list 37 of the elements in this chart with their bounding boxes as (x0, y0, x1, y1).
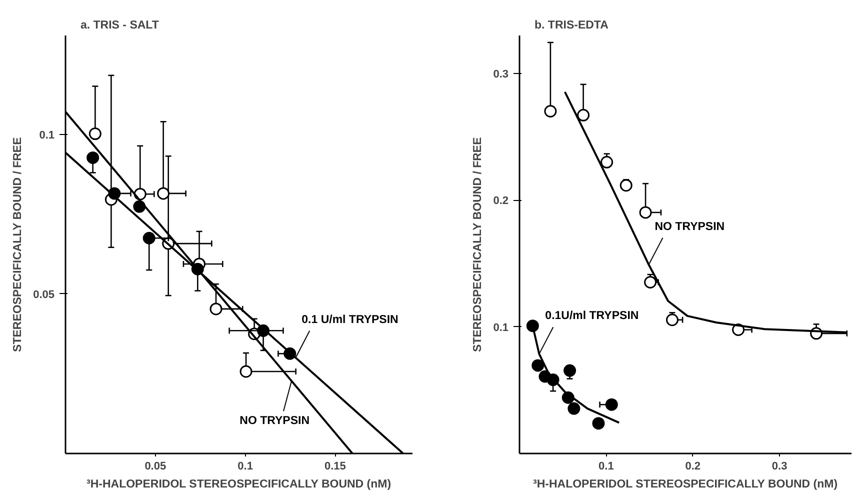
x-tick-label: 0.3 (772, 460, 788, 472)
point (210, 302, 222, 316)
point (532, 359, 544, 372)
annotation: 0.1 U/ml TRYPSIN (302, 314, 398, 326)
point (526, 320, 539, 332)
point (644, 276, 657, 288)
x-axis-title: ³H-HALOPERIDOL STEREOSPECIFICALLY BOUND (nM) (86, 478, 392, 490)
point (86, 151, 100, 164)
x-tick-label: 0.2 (685, 460, 701, 472)
point (605, 398, 618, 411)
x-tick-label: 0.05 (144, 460, 166, 472)
y-axis-title: STEREOSPECIFICALLY BOUND / FREE (12, 136, 24, 352)
annotation: NO TRYPSIN (654, 220, 725, 233)
point (88, 128, 102, 140)
point (620, 179, 632, 192)
point (157, 187, 170, 200)
annotation: 0.1U/ml TRYPSIN (545, 310, 639, 322)
point (568, 402, 580, 415)
point (544, 105, 557, 118)
chart-title: b. TRIS-EDTA (534, 20, 608, 32)
point (600, 156, 614, 168)
x-tick-label: 0.1 (238, 460, 253, 472)
point (577, 108, 590, 122)
x-axis-title: ³H-HALOPERIDOL STEREOSPECIFICALLY BOUND (nM) (533, 478, 838, 490)
x-tick-label: 0.1 (598, 460, 614, 472)
y-axis-title: STEREOSPECIFICALLY BOUND / FREE (472, 136, 484, 352)
x-tick-label: 0.15 (324, 460, 346, 472)
y-tick-label: 0.1 (493, 322, 509, 334)
point (639, 206, 652, 219)
point (142, 232, 156, 244)
y-tick-label: 0.2 (493, 195, 509, 208)
point (592, 417, 605, 430)
chart-title: a. TRIS - SALT (80, 20, 159, 32)
annotation: NO TRYPSIN (240, 415, 310, 428)
point (564, 364, 576, 377)
point (240, 365, 252, 378)
y-tick-label: 0.3 (493, 68, 509, 80)
